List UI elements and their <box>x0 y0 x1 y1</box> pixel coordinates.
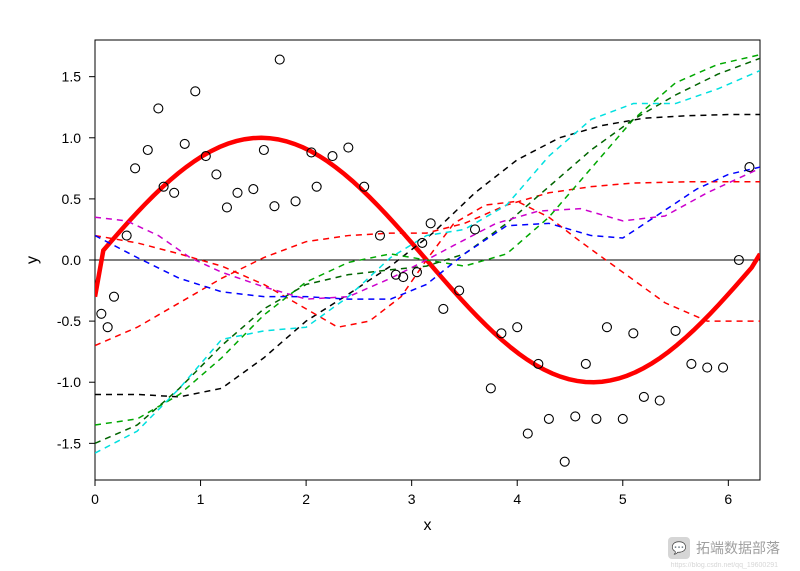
scatter-point <box>719 363 728 372</box>
svg-text:6: 6 <box>724 491 732 507</box>
scatter-point <box>344 143 353 152</box>
scatter-point <box>291 197 300 206</box>
svg-text:2: 2 <box>302 491 310 507</box>
scatter-point <box>560 457 569 466</box>
scatter-point <box>486 384 495 393</box>
svg-text:0.5: 0.5 <box>62 191 82 207</box>
scatter-point <box>523 429 532 438</box>
scatter-point <box>212 170 221 179</box>
scatter-point <box>328 152 337 161</box>
curve-gp4-green-light <box>95 55 760 425</box>
svg-text:4: 4 <box>513 491 521 507</box>
scatter-point <box>376 231 385 240</box>
scatter-point <box>143 146 152 155</box>
scatter-point <box>471 225 480 234</box>
wechat-icon: 💬 <box>668 537 690 559</box>
scatter-chart: 0 1 2 3 4 5 6 -1.5 -1.0 -0.5 0.0 0.5 1.0 1.5 x y <box>0 0 800 571</box>
scatter-point <box>418 238 427 247</box>
scatter-point <box>412 268 421 277</box>
scatter-point <box>275 55 284 64</box>
svg-text:3: 3 <box>408 491 416 507</box>
svg-text:5: 5 <box>619 491 627 507</box>
scatter-point <box>259 146 268 155</box>
scatter-point <box>639 392 648 401</box>
scatter-point <box>655 396 664 405</box>
svg-text:x: x <box>424 517 432 534</box>
scatter-point <box>629 329 638 338</box>
curve-gp5-green-dark <box>95 58 760 443</box>
scatter-point <box>439 304 448 313</box>
scatter-point <box>97 309 106 318</box>
scatter-point <box>513 323 522 332</box>
scatter-point <box>312 182 321 191</box>
svg-text:1.0: 1.0 <box>62 130 82 146</box>
scatter-point <box>180 139 189 148</box>
scatter-point <box>581 359 590 368</box>
svg-text:-1.5: -1.5 <box>57 435 81 451</box>
svg-text:y: y <box>24 256 41 264</box>
scatter-point <box>110 292 119 301</box>
watermark-label: 拓端数据部落 <box>696 538 780 558</box>
scatter-point <box>103 323 112 332</box>
scatter-point <box>426 219 435 228</box>
scatter-point <box>703 363 712 372</box>
scatter-point <box>592 414 601 423</box>
scatter-point <box>544 414 553 423</box>
scatter-point <box>571 412 580 421</box>
scatter-point <box>222 203 231 212</box>
scatter-point <box>618 414 627 423</box>
watermark-url: https://blog.csdn.net/qq_19600291 <box>671 562 778 569</box>
scatter-point <box>249 185 258 194</box>
scatter-point <box>191 87 200 96</box>
scatter-point <box>122 231 131 240</box>
svg-text:-0.5: -0.5 <box>57 313 81 329</box>
scatter-point <box>233 188 242 197</box>
scatter-point <box>170 188 179 197</box>
curve-gp1-black <box>95 115 760 397</box>
scatter-point <box>131 164 140 173</box>
curve-gp8-magenta <box>95 168 760 299</box>
svg-text:0: 0 <box>91 491 99 507</box>
svg-text:0.0: 0.0 <box>62 252 82 268</box>
scatter-point <box>270 202 279 211</box>
scatter-point <box>671 326 680 335</box>
svg-text:1.5: 1.5 <box>62 69 82 85</box>
svg-text:-1.0: -1.0 <box>57 374 81 390</box>
scatter-point <box>602 323 611 332</box>
svg-text:1: 1 <box>197 491 205 507</box>
watermark: 💬 拓端数据部落 <box>668 537 780 559</box>
scatter-point <box>154 104 163 113</box>
scatter-point <box>687 359 696 368</box>
